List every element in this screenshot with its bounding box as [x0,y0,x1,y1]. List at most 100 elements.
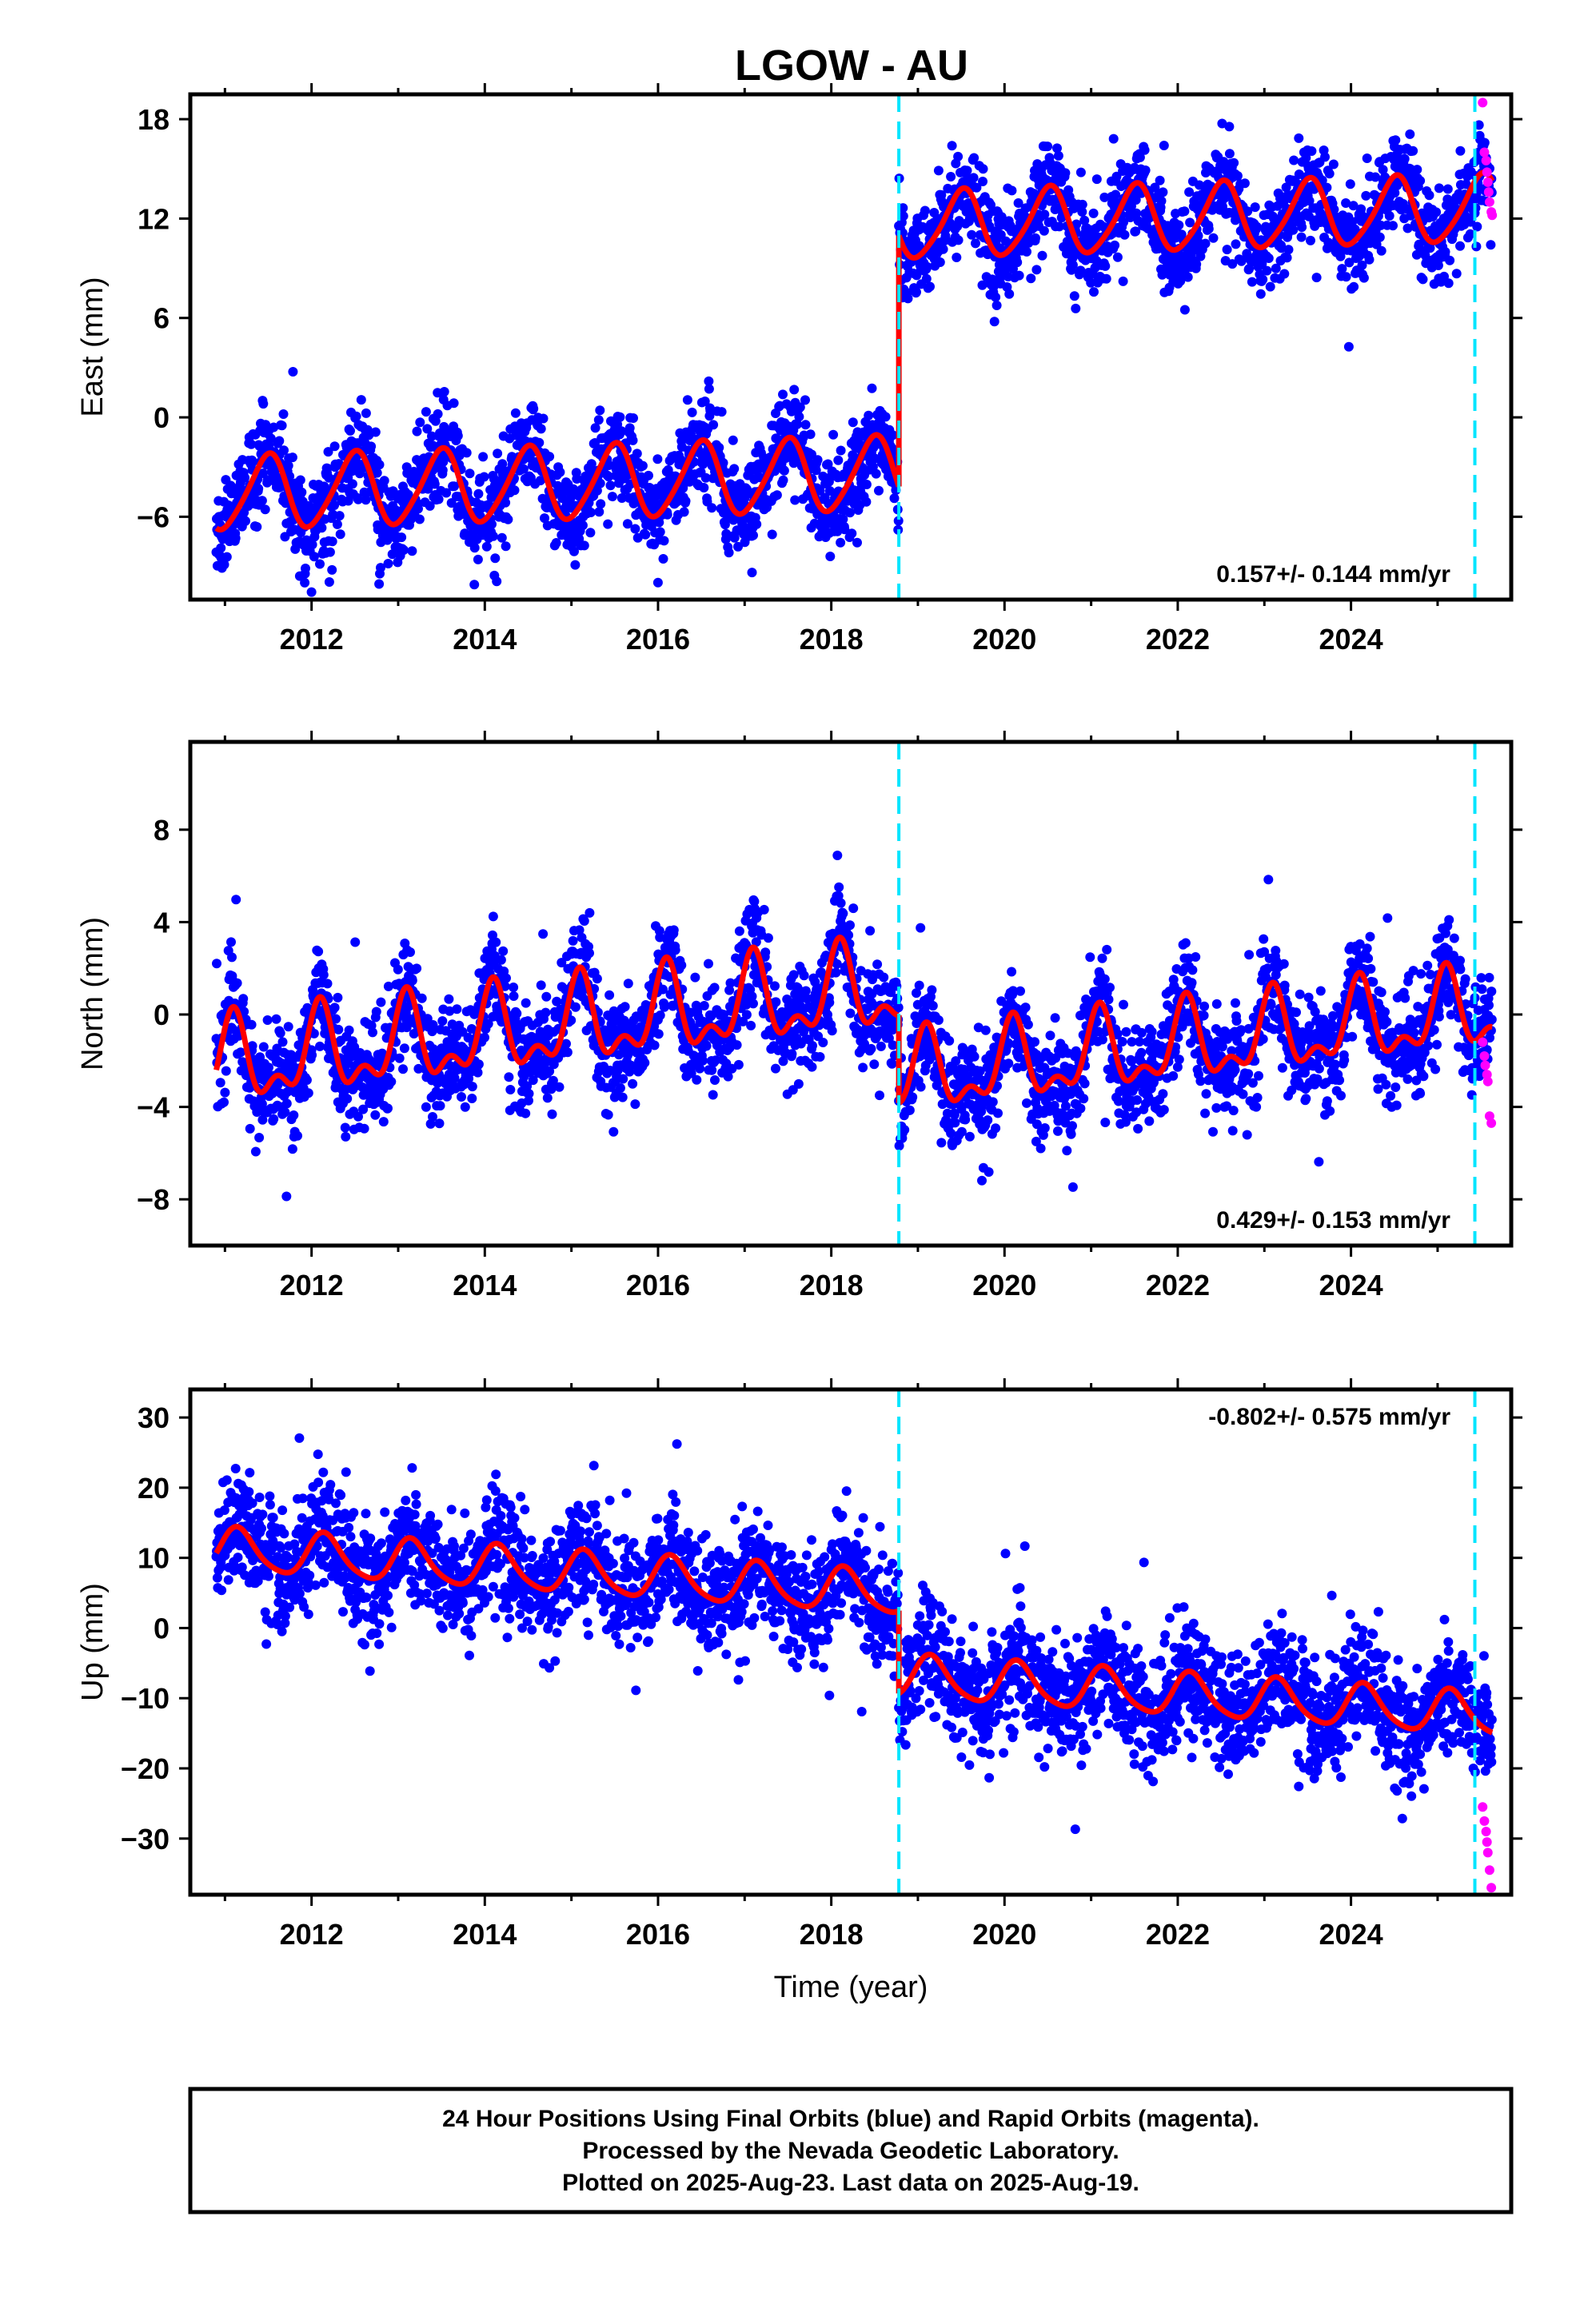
east-data-point [1307,146,1316,156]
footer-line-1: 24 Hour Positions Using Final Orbits (bl… [442,2106,1259,2132]
east-data-point [1480,138,1490,148]
east-data-point [868,384,877,393]
north-data-point [288,1144,297,1154]
east-data-point [729,464,739,473]
east-data-point [1026,273,1035,283]
north-data-point [700,1001,709,1011]
footer-line-2: Processed by the Nevada Geodetic Laborat… [582,2138,1119,2164]
east-data-point [470,543,480,552]
north-data-point [908,1092,917,1102]
east-x-tick-label: 2024 [1319,623,1383,656]
east-data-point [1418,274,1428,284]
east-data-point [748,531,758,540]
east-data-point [529,404,538,413]
north-data-point [313,947,323,956]
east-data-point [992,301,1002,310]
east-data-point [1400,154,1410,164]
north-data-point [732,1040,742,1050]
east-data-point [971,238,980,248]
east-data-point [1158,187,1167,197]
north-data-point [435,1118,445,1128]
east-data-point [1060,168,1070,177]
east-data-point [1174,221,1183,230]
east-data-point [317,523,326,532]
east-data-point [1365,255,1375,265]
north-data-point [350,938,360,947]
east-data-point [1359,273,1369,283]
east-data-point [752,520,761,529]
east-data-point [1141,165,1151,175]
east-data-point [301,564,310,573]
north-data-point [383,1103,393,1113]
east-data-point [1076,168,1086,177]
east-data-point [847,528,856,538]
east-data-point [1039,226,1049,236]
east-rapid-point [1478,98,1487,107]
north-data-point [480,1033,489,1042]
east-data-point [480,472,489,482]
east-data-point [630,524,640,534]
east-data-point [570,560,580,570]
north-data-point [905,1106,915,1115]
chart-title: LGOW - AU [735,42,968,90]
north-data-point [289,1110,298,1120]
north-data-point [618,1093,628,1102]
east-data-point [1325,169,1335,178]
east-data-point [969,173,979,182]
footer-line-3: Plotted on 2025-Aug-23. Last data on 202… [562,2170,1139,2196]
east-data-point [1089,287,1099,297]
north-data-point [473,1068,483,1078]
north-data-point [281,1192,291,1202]
east-data-point [704,385,714,394]
north-data-point [676,960,686,970]
east-data-point [656,527,665,536]
east-data-point [1054,151,1063,161]
east-data-point [1452,269,1462,278]
east-data-point [969,153,979,163]
east-data-point [501,541,511,551]
east-data-point [1071,304,1080,313]
east-data-point [1288,225,1298,235]
east-data-point [487,520,497,529]
east-data-point [848,417,858,427]
east-data-point [545,452,554,461]
east-data-point [813,455,823,464]
north-data-point [800,971,809,980]
east-y-tick-label: −6 [137,500,170,533]
north-data-point [876,1042,886,1051]
east-data-point [1344,342,1354,352]
east-data-point [1201,239,1211,249]
east-data-point [596,499,605,508]
north-data-point [879,973,888,983]
east-data-point [1346,179,1355,189]
north-data-point [304,1088,313,1098]
north-data-point [585,948,594,958]
north-data-point [875,1090,884,1100]
north-data-point [710,983,720,992]
east-data-point [872,469,881,479]
east-data-point [1225,149,1235,158]
east-data-point [537,424,546,433]
east-rapid-point [1487,210,1497,220]
east-rate-label: 0.157+/- 0.144 mm/yr [1216,561,1450,588]
east-data-point [1294,134,1303,143]
east-data-point [794,412,804,421]
east-data-point [659,554,668,564]
north-data-point [333,993,342,1003]
north-data-point [293,1131,302,1141]
east-data-point [1157,196,1167,205]
east-data-point [1229,158,1239,168]
east-data-point [934,165,944,175]
east-data-point [257,496,267,505]
east-data-point [469,580,479,589]
east-y-tick-label: 18 [138,103,170,136]
north-data-point [794,1079,804,1089]
east-data-point [1183,273,1193,282]
east-data-point [936,257,945,267]
north-data-point [845,920,855,930]
east-data-point [1425,190,1434,200]
east-data-point [465,468,475,478]
north-data-point [319,970,329,979]
east-data-point [449,398,459,408]
east-data-point [728,436,738,445]
